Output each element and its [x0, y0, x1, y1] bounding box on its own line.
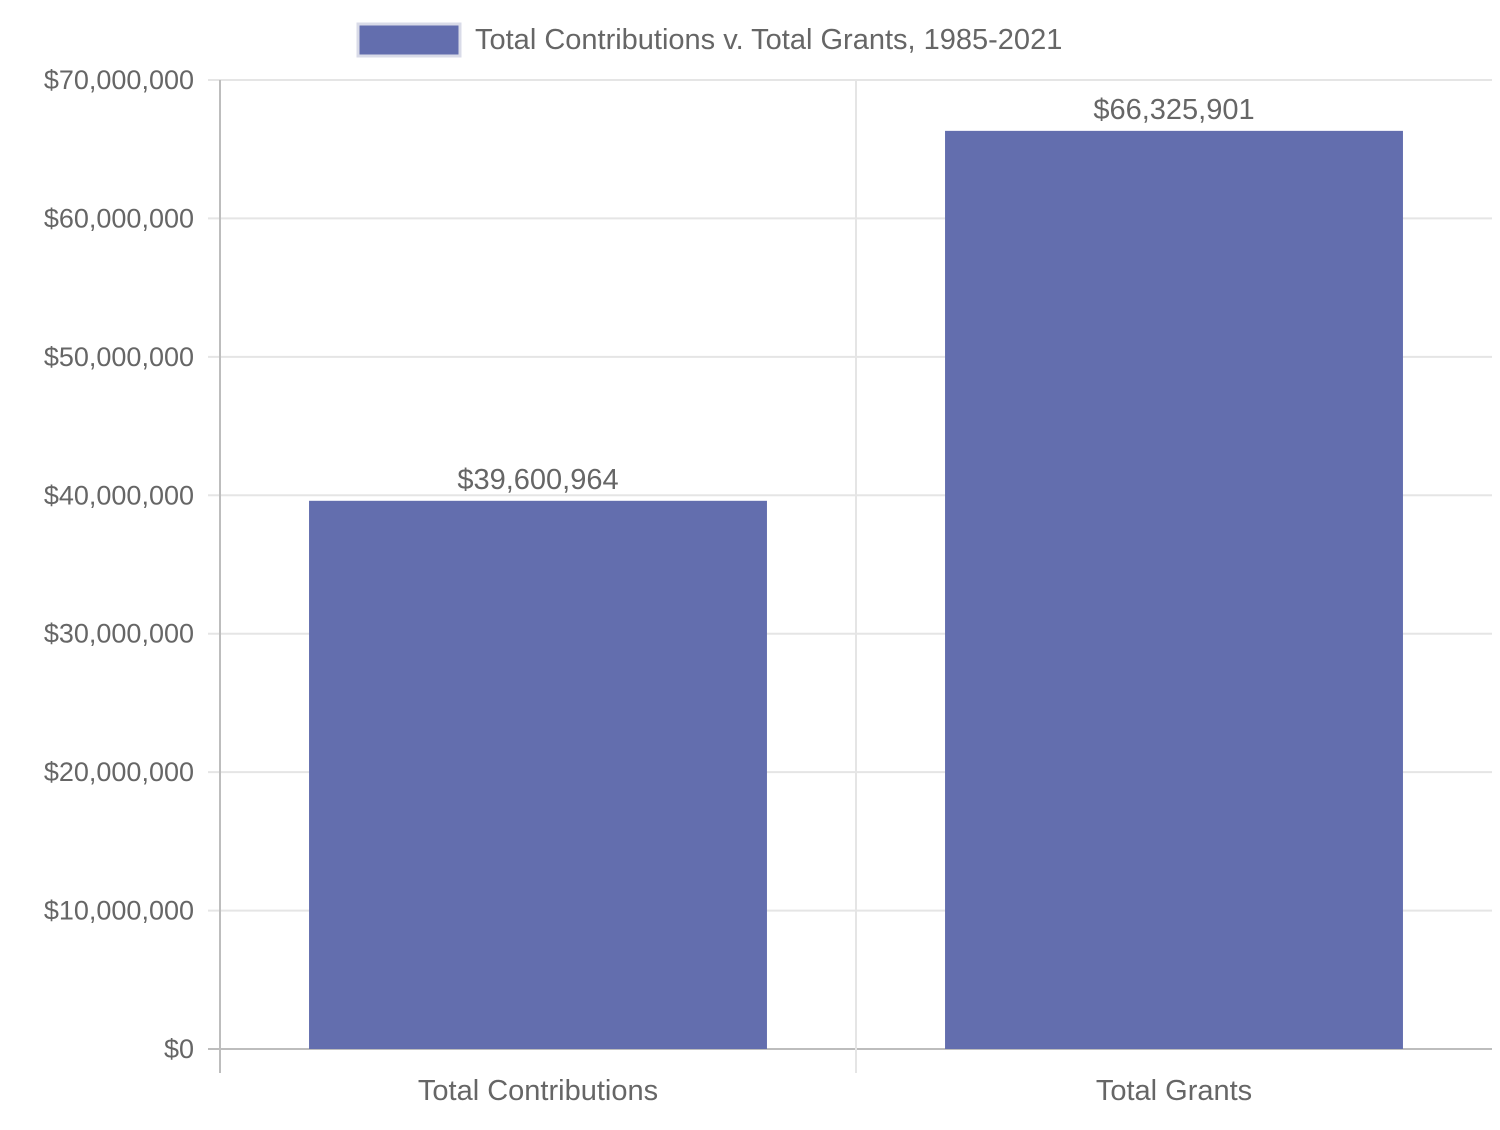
legend[interactable]: Total Contributions v. Total Grants, 198…	[356, 22, 1062, 58]
y-tick-label: $0	[164, 1034, 194, 1064]
y-axis: $0 $10,000,000 $20,000,000 $30,000,000 $40,0…	[44, 65, 194, 1064]
y-tick-label: $30,000,000	[44, 619, 194, 649]
y-tick-label: $40,000,000	[44, 480, 194, 510]
data-label: $66,325,901	[1093, 94, 1254, 126]
y-tick-label: $70,000,000	[44, 65, 194, 95]
y-tick-label: $20,000,000	[44, 757, 194, 787]
y-tick-label: $50,000,000	[44, 342, 194, 372]
x-tick-label: Total Contributions	[418, 1075, 658, 1107]
x-axis: Total Contributions Total Grants	[418, 1075, 1252, 1107]
data-label: $39,600,964	[457, 464, 618, 496]
bar-total-grants[interactable]	[945, 130, 1403, 1049]
bar-total-contributions[interactable]	[309, 500, 767, 1049]
bars	[309, 130, 1403, 1049]
legend-label[interactable]: Total Contributions v. Total Grants, 198…	[475, 24, 1062, 56]
y-tick-label: $10,000,000	[44, 896, 194, 926]
value-labels: $39,600,964 $66,325,901	[457, 94, 1254, 496]
legend-swatch[interactable]	[356, 22, 462, 58]
x-tick-label: Total Grants	[1096, 1075, 1252, 1107]
y-tick-label: $60,000,000	[44, 203, 194, 233]
